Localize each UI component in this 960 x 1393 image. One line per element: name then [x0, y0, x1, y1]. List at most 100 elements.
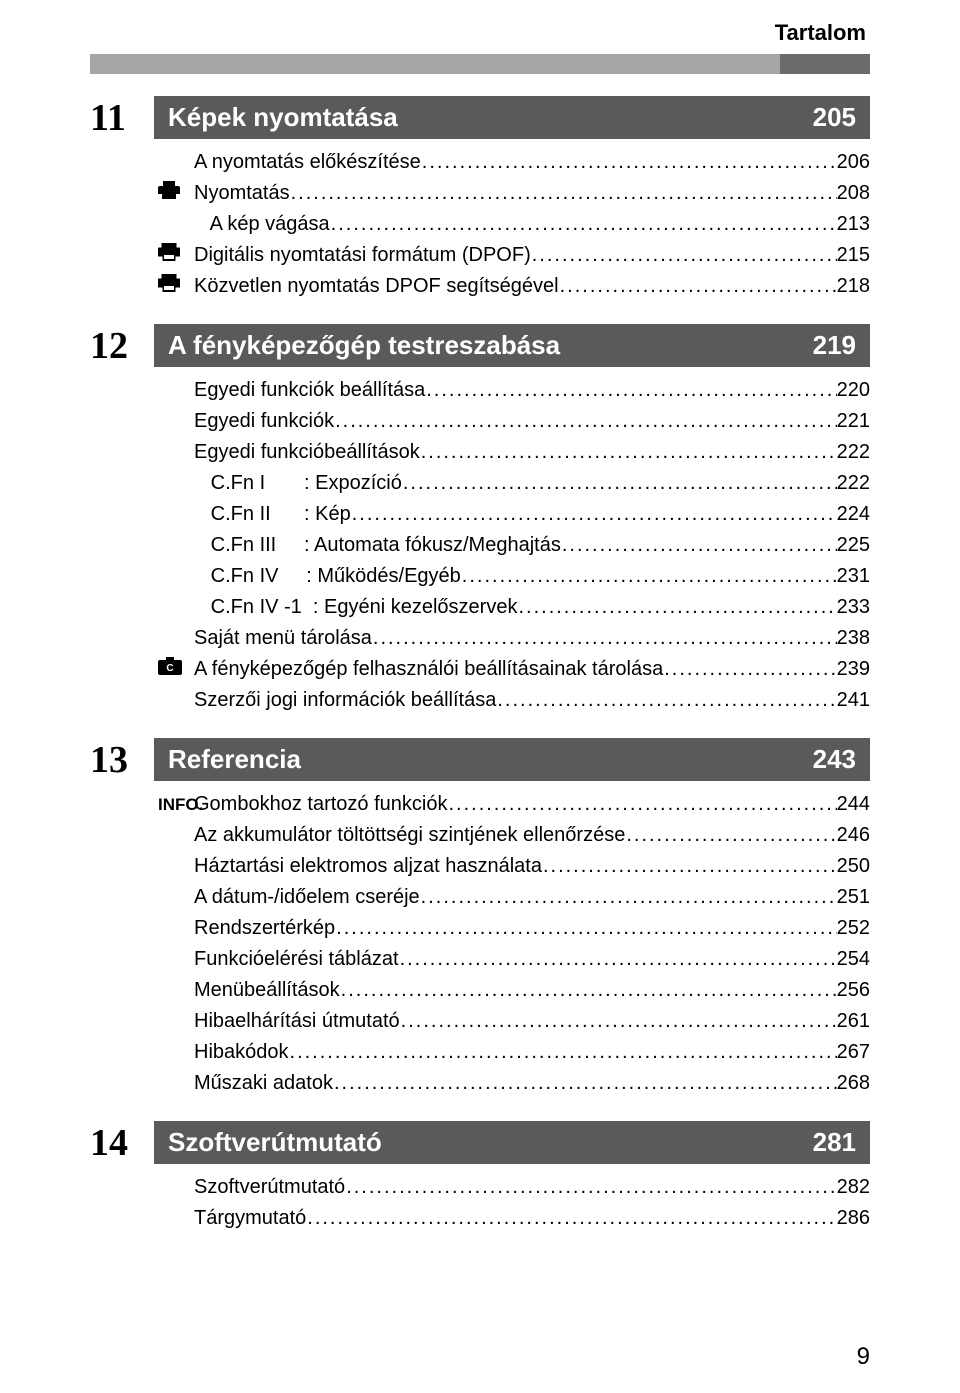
entry-label: Nyomtatás [194, 178, 290, 209]
entry-page: 206 [837, 147, 870, 178]
svg-text:C: C [166, 663, 173, 674]
entry-label: Egyedi funkciók beállítása [194, 375, 425, 406]
entry-dots [496, 685, 836, 716]
entry-page: 218 [837, 271, 870, 302]
entry-page: 238 [837, 623, 870, 654]
section-page: 205 [813, 102, 856, 133]
section-title-bar: Szoftverútmutató281 [154, 1121, 870, 1164]
section-header: 14Szoftverútmutató281 [90, 1121, 870, 1164]
entry-label: Hibakódok [194, 1037, 289, 1068]
entry-page: 282 [837, 1172, 870, 1203]
entry-page: 256 [837, 975, 870, 1006]
section-header: 13Referencia243 [90, 738, 870, 781]
toc-section: 14Szoftverútmutató281 Szoftverútmutató 282… [90, 1121, 870, 1234]
chapter-number: 11 [90, 99, 154, 137]
toc-entry: C.Fn IV -1 : Egyéni kezelőszervek 233 [154, 592, 870, 623]
page-number: 9 [857, 1343, 870, 1371]
entry-dots [420, 437, 837, 468]
toc-entry: Az akkumulátor töltöttségi szintjének el… [154, 820, 870, 851]
entry-dots [333, 1068, 837, 1099]
toc-entry: A kép vágása 213 [154, 209, 870, 240]
header-bar-tab [780, 54, 870, 74]
entry-label: Egyedi funkciók [194, 406, 334, 437]
entry-dots [559, 271, 837, 302]
entry-page: 224 [837, 499, 870, 530]
toc-entry: C A fényképezőgép felhasználói beállítása… [154, 654, 870, 685]
header-bar-gray [90, 54, 870, 74]
info-icon: INFO. [154, 792, 194, 818]
entry-page: 213 [837, 209, 870, 240]
section-title-bar: Képek nyomtatása 205 [154, 96, 870, 139]
entry-dots [334, 406, 837, 437]
toc-section: 11 Képek nyomtatása 205 A nyomtatás előkész… [90, 96, 870, 302]
section-title: Referencia [168, 744, 301, 775]
entry-dots [625, 820, 836, 851]
entry-page: 241 [837, 685, 870, 716]
entry-dots [372, 623, 837, 654]
entry-page: 244 [837, 789, 870, 820]
entry-page: 267 [837, 1037, 870, 1068]
entry-label: C.Fn IV -1 : Egyéni kezelőszervek [194, 592, 517, 623]
entry-page: 222 [837, 437, 870, 468]
entry-page: 208 [837, 178, 870, 209]
section-title-bar: Referencia243 [154, 738, 870, 781]
section-page: 281 [813, 1127, 856, 1158]
toc-entry: C.Fn III : Automata fókusz/Meghajtás225 [154, 530, 870, 561]
toc-entry: Saját menü tárolása 238 [154, 623, 870, 654]
entry-dots [400, 1006, 837, 1037]
entry-dots [447, 789, 836, 820]
entry-dots [306, 1203, 836, 1234]
entry-page: 250 [837, 851, 870, 882]
toc-entry: Rendszertérkép252 [154, 913, 870, 944]
toc-entry: A nyomtatás előkészítése206 [154, 147, 870, 178]
entry-page: 239 [837, 654, 870, 685]
entry-label: Közvetlen nyomtatás DPOF segítségével [194, 271, 559, 302]
entry-list: Szoftverútmutató282Tárgymutató286 [154, 1172, 870, 1234]
toc-entry: Menübeállítások 256 [154, 975, 870, 1006]
entry-label: A kép vágása [194, 209, 330, 240]
section-title: A fényképezőgép testreszabása [168, 330, 560, 361]
entry-dots [663, 654, 836, 685]
dpof-icon [154, 243, 194, 261]
entry-label: Szoftverútmutató [194, 1172, 345, 1203]
entry-dots [402, 468, 837, 499]
entry-label: A fényképezőgép felhasználói beállításai… [194, 654, 663, 685]
entry-page: 225 [837, 530, 870, 561]
toc-entry: Egyedi funkciók221 [154, 406, 870, 437]
toc-entry: C.Fn I : Expozíció222 [154, 468, 870, 499]
entry-page: 254 [837, 944, 870, 975]
toc-entry: C.Fn II : Kép224 [154, 499, 870, 530]
toc-entry: Műszaki adatok 268 [154, 1068, 870, 1099]
entry-label: C.Fn IV : Működés/Egyéb [194, 561, 461, 592]
entry-dots [345, 1172, 836, 1203]
entry-label: Műszaki adatok [194, 1068, 333, 1099]
entry-dots [425, 375, 836, 406]
entry-page: 233 [837, 592, 870, 623]
entry-label: C.Fn I : Expozíció [194, 468, 402, 499]
toc-section: 13Referencia243 INFO.Gombokhoz tartozó fu… [90, 738, 870, 1099]
entry-label: Az akkumulátor töltöttségi szintjének el… [194, 820, 625, 851]
entry-page: 268 [837, 1068, 870, 1099]
header-bar [90, 54, 870, 74]
entry-page: 215 [837, 240, 870, 271]
chapter-number: 14 [90, 1124, 154, 1162]
toc-entry: Hibaelhárítási útmutató261 [154, 1006, 870, 1037]
entry-label: Hibaelhárítási útmutató [194, 1006, 400, 1037]
entry-label: Menübeállítások [194, 975, 340, 1006]
entry-label: Saját menü tárolása [194, 623, 372, 654]
entry-page: 252 [837, 913, 870, 944]
section-title: Képek nyomtatása [168, 102, 398, 133]
entry-dots [289, 1037, 837, 1068]
chapter-number: 13 [90, 741, 154, 779]
entry-dots [542, 851, 837, 882]
toc-entry: Szoftverútmutató 282 [154, 1172, 870, 1203]
section-header: 12A fényképezőgép testreszabása219 [90, 324, 870, 367]
toc-entry: INFO.Gombokhoz tartozó funkciók244 [154, 789, 870, 820]
toc-entry: A dátum-/időelem cseréje251 [154, 882, 870, 913]
toc-entry: Digitális nyomtatási formátum (DPOF)215 [154, 240, 870, 271]
toc-entry: Nyomtatás 208 [154, 178, 870, 209]
toc-entry: Egyedi funkciók beállítása 220 [154, 375, 870, 406]
section-title-bar: A fényképezőgép testreszabása219 [154, 324, 870, 367]
toc-entry: C.Fn IV : Működés/Egyéb231 [154, 561, 870, 592]
entry-page: 220 [837, 375, 870, 406]
